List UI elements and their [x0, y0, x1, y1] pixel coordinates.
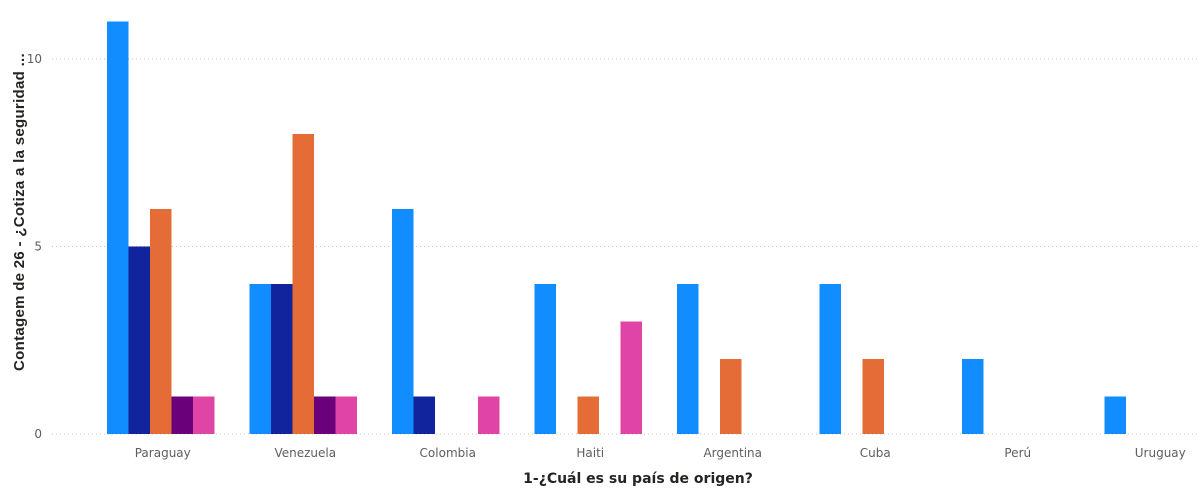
x-axis-title: 1-¿Cuál es su país de origen? — [523, 471, 753, 487]
bar[interactable] — [413, 396, 436, 435]
x-axis-ticks: Paraguay Venezuela Colombia Haiti Argentina C… — [135, 446, 1186, 460]
bar[interactable] — [314, 396, 336, 435]
bar[interactable] — [335, 396, 358, 435]
x-tick-label: Haiti — [576, 446, 604, 460]
bar[interactable] — [534, 284, 557, 434]
y-tick-label: 10 — [27, 52, 42, 66]
y-axis-ticks: 0 5 10 — [27, 52, 42, 441]
bar[interactable] — [392, 209, 414, 434]
bar[interactable] — [620, 321, 643, 435]
bar[interactable] — [150, 209, 172, 434]
x-tick-label: Venezuela — [274, 446, 336, 460]
y-tick-label: 5 — [34, 240, 42, 254]
bars — [107, 21, 1127, 435]
bar[interactable] — [128, 246, 151, 435]
bar[interactable] — [478, 396, 500, 435]
bar[interactable] — [720, 359, 742, 434]
y-tick-label: 0 — [34, 427, 42, 441]
bar[interactable] — [193, 396, 215, 435]
y-axis-title: Contagem de 26 - ¿Cotiza a la seguridad … — [11, 53, 28, 371]
bar[interactable] — [962, 359, 984, 434]
bar[interactable] — [819, 284, 842, 434]
x-tick-label: Uruguay — [1135, 446, 1186, 460]
bar[interactable] — [249, 284, 272, 434]
x-tick-label: Argentina — [703, 446, 762, 460]
bar[interactable] — [271, 284, 293, 434]
bar[interactable] — [107, 21, 129, 435]
bar[interactable] — [677, 284, 699, 434]
bar[interactable] — [171, 396, 194, 435]
x-tick-label: Paraguay — [135, 446, 191, 460]
bar[interactable] — [292, 134, 315, 434]
x-tick-label: Colombia — [420, 446, 476, 460]
x-tick-label: Perú — [1004, 446, 1031, 460]
bar[interactable] — [577, 396, 600, 435]
bar[interactable] — [862, 359, 885, 434]
bar[interactable] — [1104, 396, 1127, 435]
x-tick-label: Cuba — [860, 446, 891, 460]
